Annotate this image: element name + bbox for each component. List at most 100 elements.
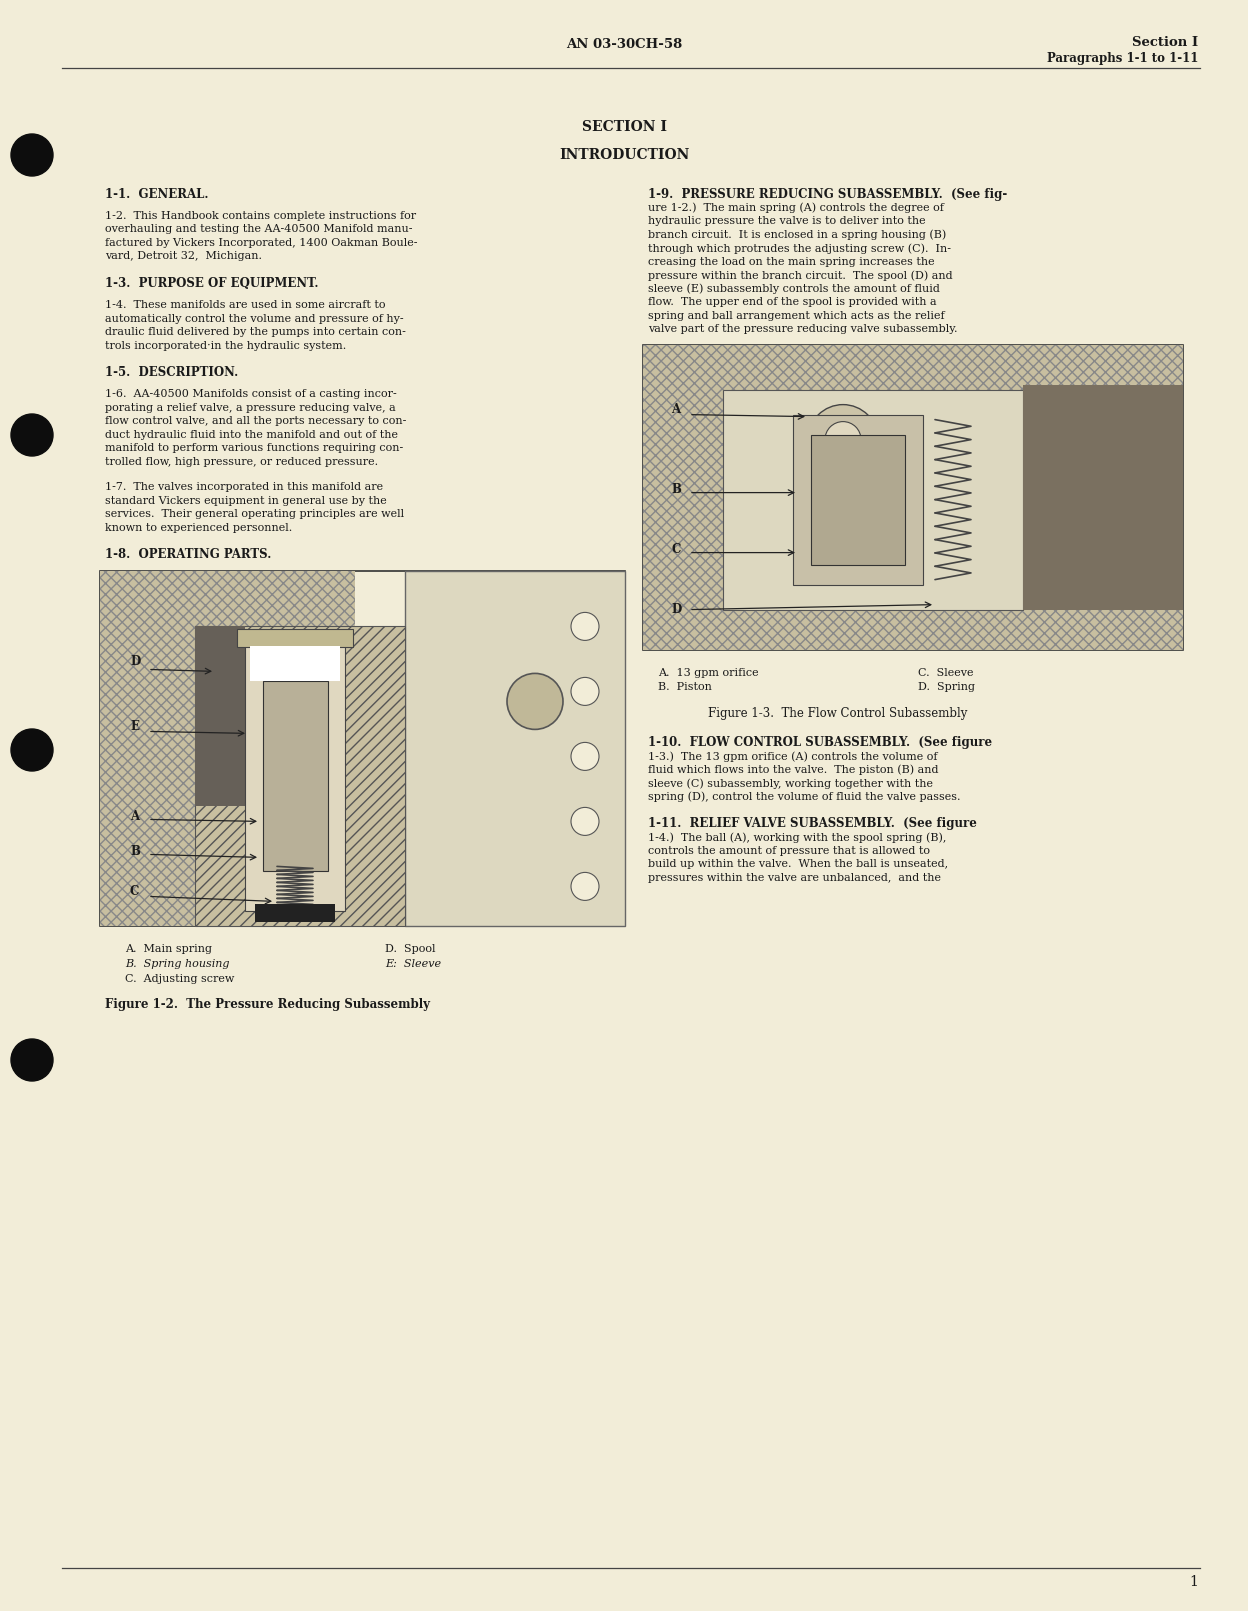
Text: C: C — [671, 543, 680, 556]
Text: SECTION I: SECTION I — [582, 119, 666, 134]
Circle shape — [572, 873, 599, 901]
Text: automatically control the volume and pressure of hy-: automatically control the volume and pre… — [105, 314, 403, 324]
Text: 1-5.  DESCRIPTION.: 1-5. DESCRIPTION. — [105, 366, 238, 379]
Text: draulic fluid delivered by the pumps into certain con-: draulic fluid delivered by the pumps int… — [105, 327, 406, 337]
Text: pressures within the valve are unbalanced,  and the: pressures within the valve are unbalance… — [648, 873, 941, 883]
Text: A.  13 gpm orifice: A. 13 gpm orifice — [658, 667, 759, 678]
Text: 1-4.)  The ball (A), working with the spool spring (B),: 1-4.) The ball (A), working with the spo… — [648, 833, 946, 843]
Text: spring (D), control the volume of fluid the valve passes.: spring (D), control the volume of fluid … — [648, 791, 961, 802]
Text: duct hydraulic fluid into the manifold and out of the: duct hydraulic fluid into the manifold a… — [105, 430, 398, 440]
Bar — [100, 572, 195, 926]
Text: known to experienced personnel.: known to experienced personnel. — [105, 524, 292, 533]
Text: through which protrudes the adjusting screw (C).  In-: through which protrudes the adjusting sc… — [648, 243, 951, 255]
Text: Paragraphs 1-1 to 1-11: Paragraphs 1-1 to 1-11 — [1047, 52, 1198, 64]
Circle shape — [825, 422, 861, 458]
Text: A: A — [130, 810, 139, 823]
Bar — [263, 681, 328, 872]
Text: trolled flow, high pressure, or reduced pressure.: trolled flow, high pressure, or reduced … — [105, 456, 378, 467]
Text: B: B — [671, 483, 681, 496]
Text: overhauling and testing the AA-40500 Manifold manu-: overhauling and testing the AA-40500 Man… — [105, 224, 413, 235]
Text: 1-10.  FLOW CONTROL SUBASSEMBLY.  (See figure: 1-10. FLOW CONTROL SUBASSEMBLY. (See fig… — [648, 736, 992, 749]
Bar — [723, 609, 1023, 649]
Circle shape — [11, 414, 52, 456]
Text: 1-1.  GENERAL.: 1-1. GENERAL. — [105, 188, 208, 201]
Text: manifold to perform various functions requiring con-: manifold to perform various functions re… — [105, 443, 403, 453]
Text: C: C — [130, 884, 140, 897]
Text: vard, Detroit 32,  Michigan.: vard, Detroit 32, Michigan. — [105, 251, 262, 261]
Text: ure 1-2.)  The main spring (A) controls the degree of: ure 1-2.) The main spring (A) controls t… — [648, 203, 943, 213]
Circle shape — [11, 1039, 52, 1081]
Bar — [245, 641, 344, 912]
Text: 1-6.  AA-40500 Manifolds consist of a casting incor-: 1-6. AA-40500 Manifolds consist of a cas… — [105, 390, 397, 400]
Text: branch circuit.  It is enclosed in a spring housing (B): branch circuit. It is enclosed in a spri… — [648, 230, 946, 240]
Text: E: E — [130, 720, 139, 733]
Text: spring and ball arrangement which acts as the relief: spring and ball arrangement which acts a… — [648, 311, 945, 321]
Text: sleeve (C) subassembly, working together with the: sleeve (C) subassembly, working together… — [648, 778, 934, 789]
Text: 1-9.  PRESSURE REDUCING SUBASSEMBLY.  (See fig-: 1-9. PRESSURE REDUCING SUBASSEMBLY. (See… — [648, 188, 1007, 201]
Bar — [195, 627, 245, 807]
Bar — [250, 646, 339, 681]
Text: 1-8.  OPERATING PARTS.: 1-8. OPERATING PARTS. — [105, 548, 271, 562]
Bar — [1023, 385, 1183, 609]
Text: 1: 1 — [1189, 1576, 1198, 1588]
Text: factured by Vickers Incorporated, 1400 Oakman Boule-: factured by Vickers Incorporated, 1400 O… — [105, 238, 418, 248]
Text: 1-3.  PURPOSE OF EQUIPMENT.: 1-3. PURPOSE OF EQUIPMENT. — [105, 277, 318, 290]
Text: pressure within the branch circuit.  The spool (D) and: pressure within the branch circuit. The … — [648, 271, 952, 280]
Text: C.  Sleeve: C. Sleeve — [919, 667, 973, 678]
Text: B.  Spring housing: B. Spring housing — [125, 959, 230, 970]
Text: 1-4.  These manifolds are used in some aircraft to: 1-4. These manifolds are used in some ai… — [105, 300, 386, 309]
Text: standard Vickers equipment in general use by the: standard Vickers equipment in general us… — [105, 496, 387, 506]
Bar — [811, 435, 905, 564]
Text: services.  Their general operating principles are well: services. Their general operating princi… — [105, 509, 404, 519]
Text: creasing the load on the main spring increases the: creasing the load on the main spring inc… — [648, 256, 935, 267]
Bar — [643, 345, 1183, 649]
Text: 1-2.  This Handbook contains complete instructions for: 1-2. This Handbook contains complete ins… — [105, 211, 416, 221]
Text: hydraulic pressure the valve is to deliver into the: hydraulic pressure the valve is to deliv… — [648, 216, 926, 227]
Text: flow control valve, and all the ports necessary to con-: flow control valve, and all the ports ne… — [105, 416, 407, 427]
Circle shape — [507, 673, 563, 730]
Bar — [723, 390, 1023, 609]
Text: INTRODUCTION: INTRODUCTION — [559, 148, 689, 163]
Text: Figure 1-3.  The Flow Control Subassembly: Figure 1-3. The Flow Control Subassembly — [708, 707, 967, 720]
Text: valve part of the pressure reducing valve subassembly.: valve part of the pressure reducing valv… — [648, 324, 957, 335]
Text: controls the amount of pressure that is allowed to: controls the amount of pressure that is … — [648, 846, 930, 855]
Bar — [195, 572, 354, 627]
Text: D: D — [130, 656, 140, 669]
Text: fluid which flows into the valve.  The piston (B) and: fluid which flows into the valve. The pi… — [648, 765, 938, 775]
Text: E:  Sleeve: E: Sleeve — [384, 959, 441, 970]
Circle shape — [572, 743, 599, 770]
Text: Section I: Section I — [1132, 35, 1198, 48]
Text: trols incorporated·in the hydraulic system.: trols incorporated·in the hydraulic syst… — [105, 340, 346, 351]
Text: AN 03-30CH-58: AN 03-30CH-58 — [565, 39, 683, 52]
Text: B: B — [130, 844, 140, 859]
Circle shape — [11, 134, 52, 176]
Bar — [643, 345, 723, 649]
Text: flow.  The upper end of the spool is provided with a: flow. The upper end of the spool is prov… — [648, 298, 937, 308]
Text: A.  Main spring: A. Main spring — [125, 944, 212, 954]
Text: D.  Spool: D. Spool — [384, 944, 436, 954]
Text: 1-11.  RELIEF VALVE SUBASSEMBLY.  (See figure: 1-11. RELIEF VALVE SUBASSEMBLY. (See fig… — [648, 817, 977, 830]
Bar — [723, 345, 1023, 390]
Bar — [792, 414, 924, 585]
Text: 1-3.)  The 13 gpm orifice (A) controls the volume of: 1-3.) The 13 gpm orifice (A) controls th… — [648, 751, 937, 762]
Bar — [195, 627, 406, 926]
Text: D: D — [671, 603, 681, 615]
Text: D.  Spring: D. Spring — [919, 683, 975, 693]
Text: porating a relief valve, a pressure reducing valve, a: porating a relief valve, a pressure redu… — [105, 403, 396, 412]
Text: 1-7.  The valves incorporated in this manifold are: 1-7. The valves incorporated in this man… — [105, 482, 383, 493]
Circle shape — [572, 612, 599, 641]
Circle shape — [572, 677, 599, 706]
Text: sleeve (E) subassembly controls the amount of fluid: sleeve (E) subassembly controls the amou… — [648, 284, 940, 295]
Circle shape — [572, 807, 599, 836]
Bar — [237, 630, 353, 648]
Text: B.  Piston: B. Piston — [658, 683, 711, 693]
Text: build up within the valve.  When the ball is unseated,: build up within the valve. When the ball… — [648, 859, 948, 870]
Text: Figure 1-2.  The Pressure Reducing Subassembly: Figure 1-2. The Pressure Reducing Subass… — [105, 999, 431, 1012]
Text: C.  Adjusting screw: C. Adjusting screw — [125, 975, 235, 984]
Circle shape — [807, 404, 879, 475]
Bar — [406, 572, 625, 926]
Text: A: A — [671, 403, 680, 416]
Bar — [406, 572, 625, 926]
Bar — [1023, 345, 1183, 649]
Bar — [255, 904, 334, 923]
